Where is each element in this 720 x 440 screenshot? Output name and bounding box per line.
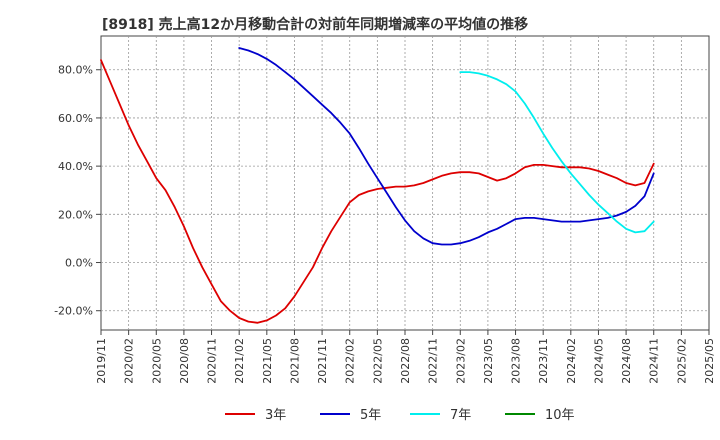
x-tick-label: 2024/02 bbox=[565, 338, 578, 384]
y-tick-label: 0.0% bbox=[65, 257, 93, 270]
x-tick-label: 2021/05 bbox=[261, 338, 274, 384]
x-tick-label: 2020/08 bbox=[178, 338, 191, 384]
x-tick-label: 2024/05 bbox=[592, 338, 605, 384]
x-tick-label: 2022/08 bbox=[399, 338, 412, 384]
legend-label: 3年 bbox=[265, 408, 286, 423]
legend-label: 10年 bbox=[545, 408, 575, 423]
x-tick-label: 2024/11 bbox=[648, 338, 661, 384]
legend-label: 5年 bbox=[360, 408, 381, 423]
series-line-3年 bbox=[100, 59, 655, 324]
x-tick-label: 2024/08 bbox=[620, 338, 633, 384]
x-tick-label: 2023/11 bbox=[537, 338, 550, 384]
y-tick-label: 60.0% bbox=[58, 112, 93, 125]
y-tick-label: 40.0% bbox=[58, 160, 93, 173]
x-tick-label: 2022/11 bbox=[427, 338, 440, 384]
x-tick-label: 2023/05 bbox=[482, 338, 495, 384]
x-tick-label: 2023/08 bbox=[510, 338, 523, 384]
x-tick-label: 2025/05 bbox=[703, 338, 716, 384]
y-tick-label: -20.0% bbox=[54, 305, 93, 318]
x-tick-label: 2023/02 bbox=[454, 338, 467, 384]
x-tick-label: 2022/02 bbox=[344, 338, 357, 384]
legend-label: 7年 bbox=[450, 408, 471, 423]
x-tick-label: 2020/11 bbox=[206, 338, 219, 384]
series-line-7年 bbox=[459, 71, 655, 234]
x-tick-label: 2019/11 bbox=[95, 338, 108, 384]
y-tick-label: 20.0% bbox=[58, 208, 93, 221]
x-tick-label: 2020/05 bbox=[150, 338, 163, 384]
x-tick-label: 2021/08 bbox=[288, 338, 301, 384]
x-tick-label: 2021/02 bbox=[233, 338, 246, 384]
chart-title: [8918] 売上高12か月移動合計の対前年同期増減率の平均値の推移 bbox=[102, 17, 529, 33]
y-tick-label: 80.0% bbox=[58, 64, 93, 77]
x-tick-label: 2021/11 bbox=[316, 338, 329, 384]
series-line-5年 bbox=[238, 47, 655, 246]
x-tick-label: 2025/02 bbox=[675, 338, 688, 384]
x-tick-label: 2020/02 bbox=[123, 338, 136, 384]
x-tick-label: 2022/05 bbox=[371, 338, 384, 384]
